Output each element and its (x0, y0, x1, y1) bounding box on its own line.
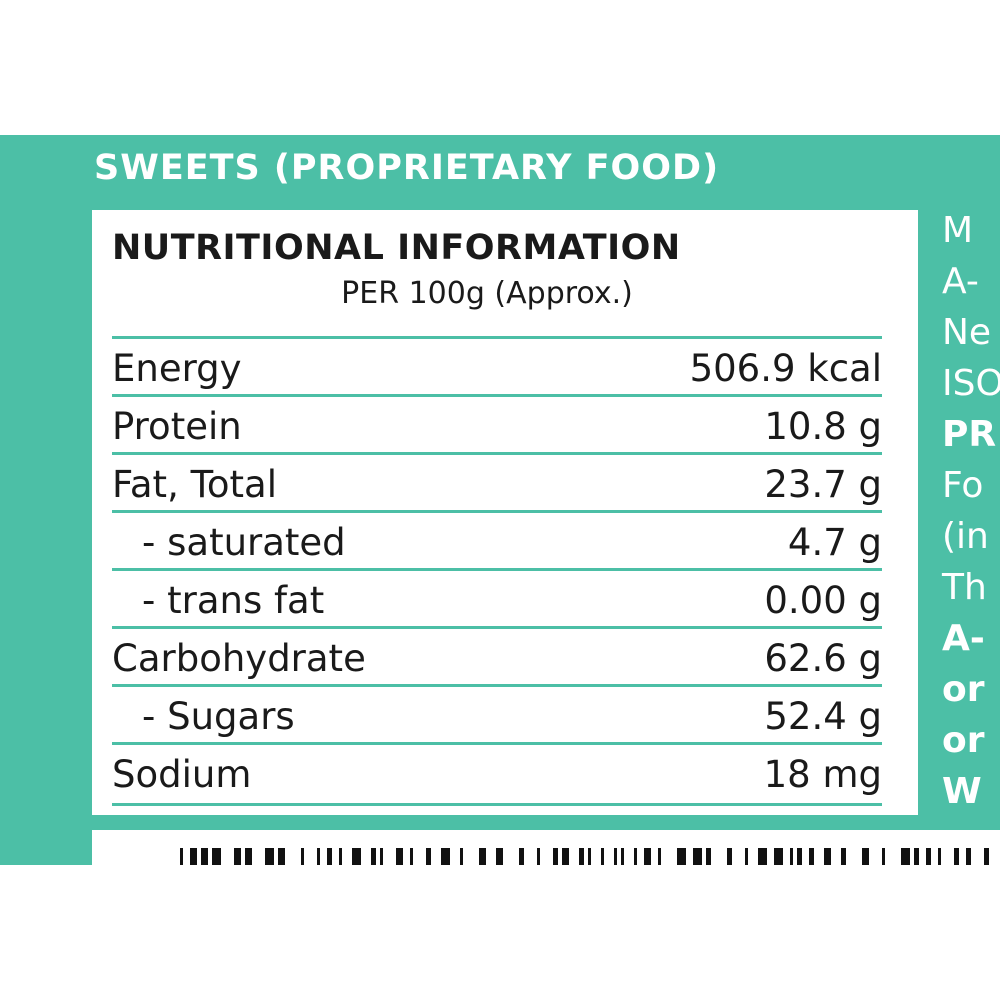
barcode-bar (562, 848, 569, 865)
barcode-bar (519, 848, 524, 865)
barcode-bar (644, 848, 651, 865)
barcode-bar (809, 848, 814, 865)
nutrition-panel: NUTRITIONAL INFORMATION PER 100g (Approx… (92, 210, 918, 815)
side-line: PR (942, 414, 997, 455)
barcode-bar (745, 848, 748, 865)
side-line: or (942, 669, 985, 710)
side-line: Fo (942, 465, 984, 506)
nutrient-name: - trans fat (142, 579, 325, 622)
barcode-bar (278, 848, 285, 865)
barcode-bar (727, 848, 732, 865)
nutrient-value: 4.7 g (787, 521, 882, 564)
nutrient-row: Sodium 18 mg (112, 742, 882, 806)
side-line: M (942, 210, 974, 251)
nutrient-row: - saturated 4.7 g (112, 510, 882, 571)
side-line: A- (942, 261, 979, 302)
barcode-bar (426, 848, 431, 865)
barcode-bar (938, 848, 941, 865)
side-line: ISO (942, 363, 1000, 404)
barcode-bar (380, 848, 383, 865)
barcode-bar (882, 848, 885, 865)
barcode-bar (410, 848, 413, 865)
barcode-bar (371, 848, 376, 865)
side-line: Th (942, 567, 987, 608)
barcode-bar (441, 848, 450, 865)
nutrient-name: Fat, Total (112, 463, 278, 506)
nutrient-value: 18 mg (763, 753, 882, 796)
barcode-bar (797, 848, 802, 865)
barcode (92, 830, 1000, 865)
side-line: A- (942, 618, 985, 659)
barcode-bar (841, 848, 846, 865)
side-line: (in (942, 516, 989, 557)
barcode-bar (588, 848, 591, 865)
barcode-bar (537, 848, 540, 865)
barcode-bar (352, 848, 361, 865)
barcode-bar (190, 848, 197, 865)
nutrient-row: - trans fat 0.00 g (112, 568, 882, 629)
barcode-bar (824, 848, 831, 865)
barcode-bar (460, 848, 463, 865)
nutrient-value: 506.9 kcal (689, 347, 882, 390)
barcode-bar (758, 848, 767, 865)
barcode-bar (601, 848, 604, 865)
nutrient-value: 10.8 g (764, 405, 882, 448)
barcode-bar (706, 848, 711, 865)
barcode-bar (614, 848, 617, 865)
nutrient-row: Carbohydrate 62.6 g (112, 626, 882, 687)
barcode-bar (265, 848, 274, 865)
barcode-bar (966, 848, 971, 865)
barcode-bar (553, 848, 558, 865)
nutrient-row: Protein 10.8 g (112, 394, 882, 455)
nutrient-name: Protein (112, 405, 242, 448)
barcode-bar (245, 848, 252, 865)
nutrient-value: 52.4 g (764, 695, 882, 738)
barcode-bar (984, 848, 989, 865)
nutrient-value: 0.00 g (764, 579, 882, 622)
barcode-bar (180, 848, 183, 865)
nutrient-name: Carbohydrate (112, 637, 366, 680)
side-line: Ne (942, 312, 992, 353)
barcode-bar (579, 848, 584, 865)
side-line: W (942, 771, 982, 812)
nutrient-name: - Sugars (142, 695, 295, 738)
barcode-bar (774, 848, 783, 865)
panel-subtitle: PER 100g (Approx.) (341, 276, 633, 311)
barcode-bar (479, 848, 486, 865)
barcode-bar (201, 848, 208, 865)
nutrient-value: 62.6 g (764, 637, 882, 680)
nutrient-row: Energy 506.9 kcal (112, 336, 882, 397)
barcode-bar (926, 848, 931, 865)
barcode-bar (339, 848, 342, 865)
barcode-bar (396, 848, 403, 865)
barcode-bar (901, 848, 910, 865)
barcode-bar (677, 848, 686, 865)
barcode-bar (658, 848, 661, 865)
nutrient-value: 23.7 g (764, 463, 882, 506)
panel-title: NUTRITIONAL INFORMATION (112, 228, 681, 268)
barcode-bar (862, 848, 869, 865)
barcode-bar (790, 848, 793, 865)
barcode-bar (954, 848, 959, 865)
nutrient-row: Fat, Total 23.7 g (112, 452, 882, 513)
header-title: SWEETS (PROPRIETARY FOOD) (94, 148, 720, 188)
barcode-bar (634, 848, 637, 865)
barcode-bar (317, 848, 320, 865)
nutrient-name: Energy (112, 347, 242, 390)
barcode-bar (234, 848, 241, 865)
barcode-bar (212, 848, 221, 865)
barcode-bar (301, 848, 304, 865)
barcode-bar (327, 848, 332, 865)
side-text: M A- Ne ISO PR Fo (in Th A-or or W (942, 205, 1000, 817)
nutrient-row: - Sugars 52.4 g (112, 684, 882, 745)
nutrient-name: Sodium (112, 753, 252, 796)
side-line: or (942, 720, 985, 761)
barcode-bar (914, 848, 919, 865)
barcode-bar (693, 848, 702, 865)
nutrient-name: - saturated (142, 521, 346, 564)
barcode-bar (621, 848, 624, 865)
barcode-bar (496, 848, 503, 865)
